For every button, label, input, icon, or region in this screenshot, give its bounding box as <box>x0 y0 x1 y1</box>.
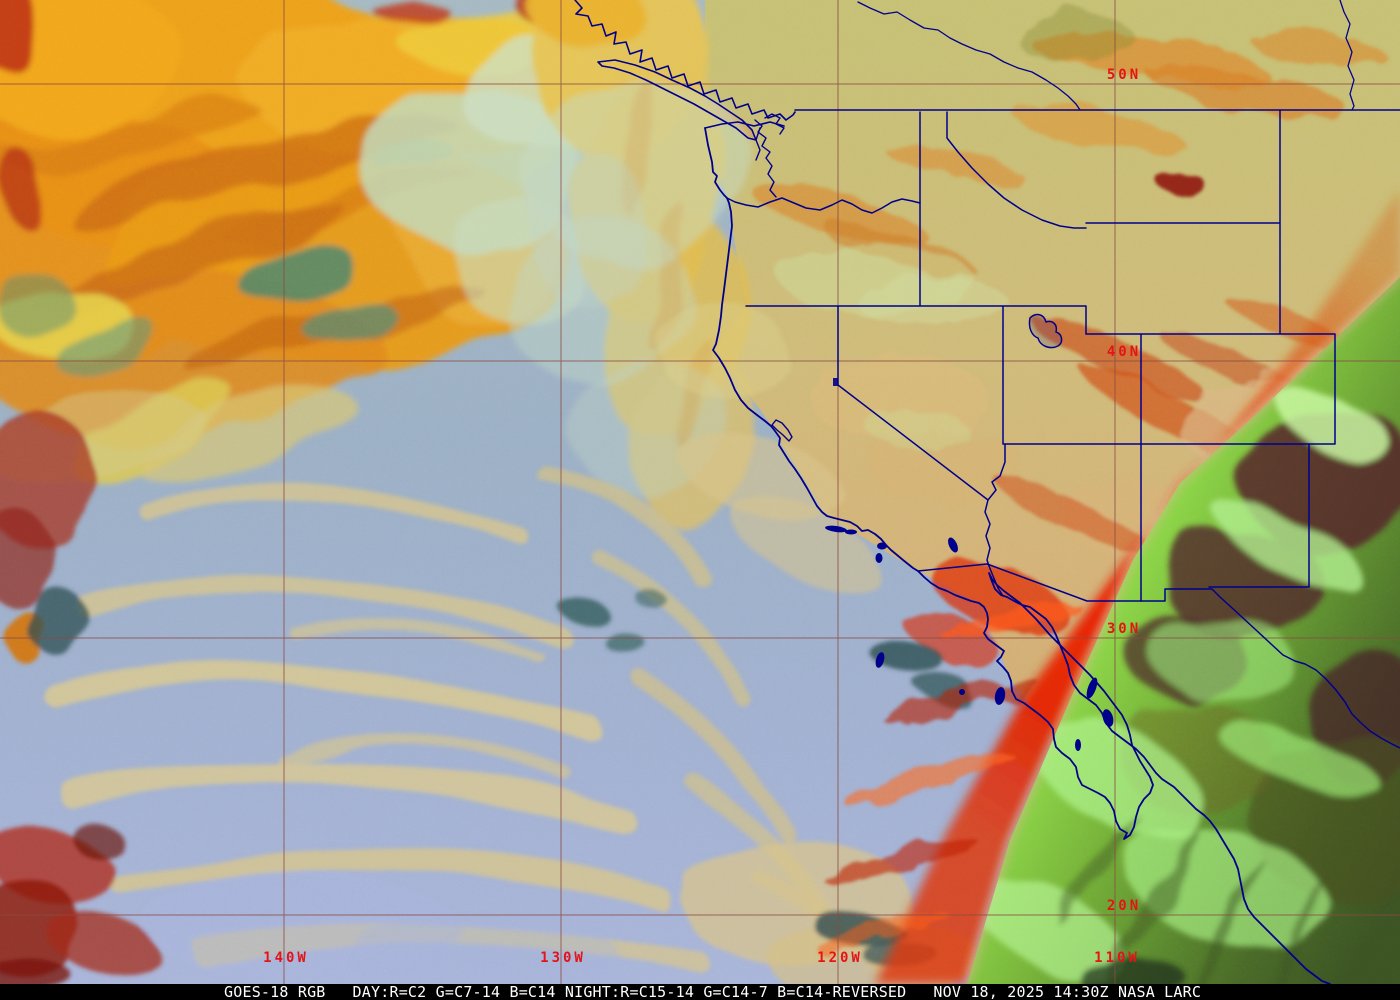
status-bar: GOES-18 RGB DAY:R=C2 G=C7-14 B=C14 NIGHT:… <box>0 984 1400 1000</box>
timestamp-label: NOV 18, 2025 14:30Z NASA LARC <box>933 983 1202 1000</box>
product-label: GOES-18 RGB <box>224 983 326 1000</box>
rgb-recipe-label: DAY:R=C2 G=C7-14 B=C14 NIGHT:R=C15-14 G=… <box>352 983 907 1000</box>
